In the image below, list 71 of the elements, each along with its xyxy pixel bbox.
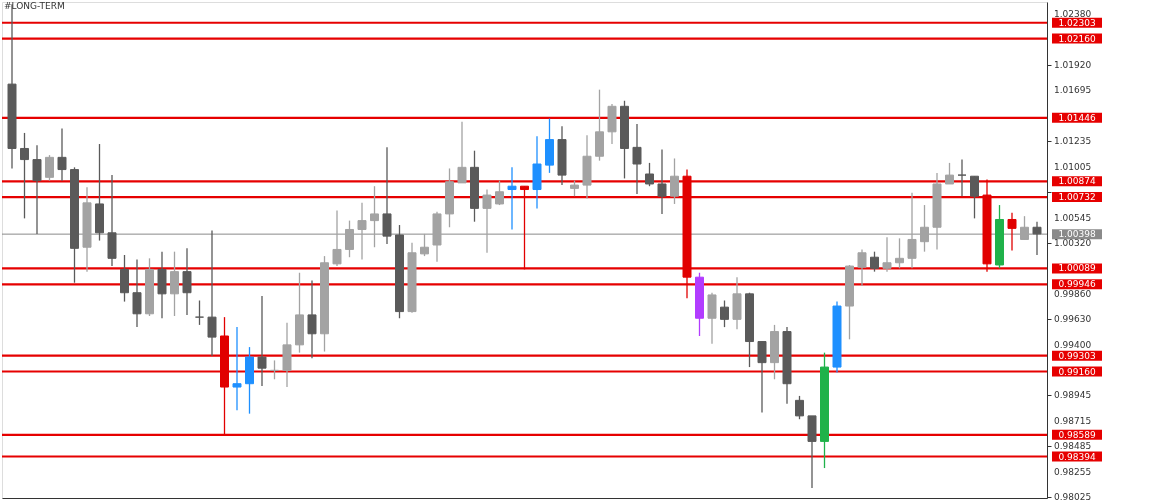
candlestick	[882, 236, 892, 273]
ref-line-label: 1.00732	[1058, 192, 1096, 203]
candlestick	[120, 254, 129, 303]
candlestick	[195, 299, 204, 326]
candlestick	[207, 229, 217, 357]
ref-line-label: 1.02303	[1058, 17, 1096, 28]
candlestick	[970, 175, 979, 220]
candlestick	[920, 204, 929, 253]
candlestick	[57, 127, 67, 182]
y-tick-label: 1.01235	[1054, 136, 1092, 147]
candlestick	[945, 162, 954, 185]
candlestick	[482, 188, 492, 254]
y-tick-label: 0.99860	[1054, 288, 1092, 299]
y-tick-label: 1.02380	[1054, 9, 1092, 20]
y-tick-label: 1.00545	[1054, 212, 1092, 223]
candlestick	[670, 157, 679, 205]
ref-line-label: 0.98589	[1058, 429, 1096, 440]
ref-line-label: 0.98394	[1058, 451, 1096, 462]
candlestick	[1007, 212, 1017, 252]
ref-line-label: 1.01446	[1058, 112, 1096, 123]
candlestick	[170, 251, 179, 317]
candlestick	[795, 395, 804, 420]
candlestick	[257, 295, 267, 387]
candlestick	[507, 166, 517, 231]
candlestick	[420, 233, 429, 257]
candlestick	[870, 251, 879, 273]
y-tick-label: 1.01695	[1054, 85, 1092, 96]
candlestick	[307, 279, 317, 359]
candlestick	[707, 292, 717, 345]
candlestick	[357, 202, 367, 261]
candlestick	[132, 258, 142, 328]
candlestick	[45, 154, 54, 182]
y-tick-label: 0.99630	[1054, 314, 1092, 325]
candlestick	[957, 158, 967, 197]
ref-line-label: 1.00874	[1058, 176, 1096, 187]
y-tick-label: 0.98485	[1054, 441, 1092, 452]
ref-line-label: 0.99303	[1058, 350, 1096, 361]
candlestick	[907, 192, 917, 269]
candlestick	[632, 123, 642, 195]
ref-line-label: 0.99946	[1058, 279, 1096, 290]
candlestick	[182, 247, 192, 316]
candlestick	[332, 209, 342, 267]
ref-line-label: 0.99160	[1058, 366, 1096, 377]
y-tick-label: 1.00320	[1054, 237, 1092, 248]
y-tick-label: 1.01005	[1054, 161, 1092, 172]
candlestick	[1032, 221, 1042, 256]
candlestick	[495, 180, 504, 206]
candlestick	[232, 326, 242, 411]
y-tick-label: 0.99400	[1054, 339, 1092, 350]
y-tick-label: 1.01920	[1054, 60, 1092, 71]
candlestick	[857, 248, 867, 287]
candlestick	[382, 146, 392, 245]
candlestick	[720, 299, 729, 328]
candlestick	[32, 144, 42, 235]
ref-line-label: 1.02160	[1058, 33, 1096, 44]
y-tick-label: 0.98025	[1054, 492, 1092, 503]
candlestick	[20, 132, 29, 220]
candlestick	[370, 185, 379, 248]
y-tick-label: 0.98945	[1054, 390, 1092, 401]
ref-line-label: 1.00398	[1058, 229, 1096, 240]
ref-line-label: 1.00089	[1058, 263, 1096, 274]
candlestick	[895, 237, 904, 269]
y-tick-label: 0.98715	[1054, 415, 1092, 426]
candlestick	[657, 148, 667, 215]
candlestick	[345, 219, 354, 258]
candlestick	[645, 162, 654, 187]
candlestick	[457, 121, 467, 184]
y-tick-label: 0.98255	[1054, 466, 1092, 477]
annotation: #LONG-TERM	[4, 1, 65, 11]
candlestick	[757, 340, 767, 414]
candlestick	[1020, 215, 1029, 241]
